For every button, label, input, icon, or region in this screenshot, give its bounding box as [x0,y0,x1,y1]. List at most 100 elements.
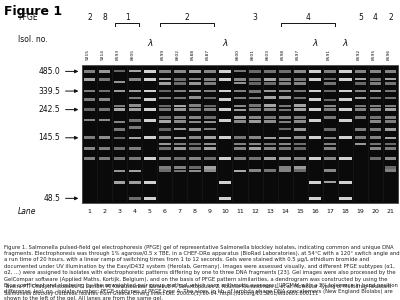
Bar [324,82,336,85]
Bar [204,147,216,150]
Bar [159,82,171,85]
Bar [294,120,306,123]
Text: 8595: 8595 [372,49,376,60]
Bar [114,181,126,184]
Bar [159,136,171,139]
Bar [354,136,366,139]
Bar [354,108,366,111]
Bar [370,147,381,150]
Bar [370,136,381,139]
Bar [234,157,246,160]
Bar [129,197,140,200]
Bar [174,166,186,169]
Bar [114,128,126,130]
Bar [114,90,126,92]
Bar [189,70,201,73]
Text: 1: 1 [125,14,130,22]
Bar [324,78,336,80]
Bar [354,143,366,145]
Text: 15: 15 [296,209,304,214]
Bar [159,166,171,169]
Bar [309,136,322,139]
Bar [144,136,156,139]
Text: 2: 2 [388,14,393,22]
Bar [385,136,396,139]
Bar [249,136,261,139]
Bar [249,120,261,123]
Bar [264,143,276,145]
Text: 3: 3 [118,209,122,214]
Bar [279,82,291,85]
Bar [99,119,110,122]
Text: 4: 4 [305,14,310,22]
Bar [204,116,216,119]
Bar [144,98,156,101]
Bar [234,136,246,139]
Bar [234,169,246,172]
Bar [84,98,95,101]
Bar [129,78,140,81]
Bar [234,104,246,107]
Bar [279,78,291,81]
Bar [129,70,140,73]
Text: 8592: 8592 [356,49,360,60]
Text: λ: λ [312,39,318,48]
Bar [174,70,186,73]
Bar [114,108,126,111]
Bar [234,109,246,111]
Text: 8587: 8587 [206,49,210,60]
Bar [189,116,201,119]
Bar [339,90,352,92]
Bar [189,128,201,131]
Bar [309,108,322,111]
Bar [159,120,171,123]
Text: 12: 12 [251,209,259,214]
Bar [189,169,201,172]
Bar [219,90,231,92]
Text: 48.5: 48.5 [43,194,60,203]
Bar [264,78,276,81]
Bar [264,96,276,99]
Bar [219,197,231,200]
Text: 21: 21 [386,209,394,214]
Bar [174,128,186,130]
Bar [159,128,171,130]
Bar [309,78,322,81]
Text: 8599: 8599 [161,49,165,60]
Bar [264,104,276,107]
Bar [339,197,352,200]
Bar [114,147,126,149]
Bar [370,78,381,81]
Bar [370,120,381,123]
Text: 5: 5 [358,14,363,22]
Bar [279,97,291,99]
Bar [84,147,95,150]
Bar [294,136,306,139]
Bar [234,78,246,80]
Bar [294,169,306,172]
Bar [264,90,276,92]
Bar [84,108,95,111]
Text: 8597: 8597 [296,49,300,60]
Bar [370,97,381,99]
Bar [174,157,186,160]
Bar [279,128,291,130]
Bar [324,169,336,172]
Bar [219,98,231,101]
Text: 8600: 8600 [236,49,240,60]
Bar [204,97,216,99]
Bar [159,70,171,73]
Bar [385,109,396,111]
Bar [354,97,366,99]
Bar [309,181,322,184]
Text: λ: λ [147,39,152,48]
Bar [204,142,216,146]
Bar [189,121,201,123]
Text: 20: 20 [372,209,379,214]
Text: Isol. no.: Isol. no. [18,35,48,44]
Bar [144,119,156,122]
Bar [144,197,156,200]
Bar [234,147,246,150]
Text: 3: 3 [253,14,258,22]
Bar [99,157,110,160]
